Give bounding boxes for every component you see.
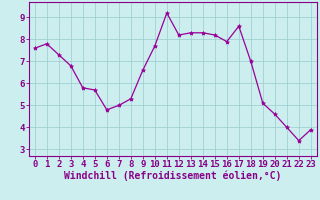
X-axis label: Windchill (Refroidissement éolien,°C): Windchill (Refroidissement éolien,°C): [64, 171, 282, 181]
